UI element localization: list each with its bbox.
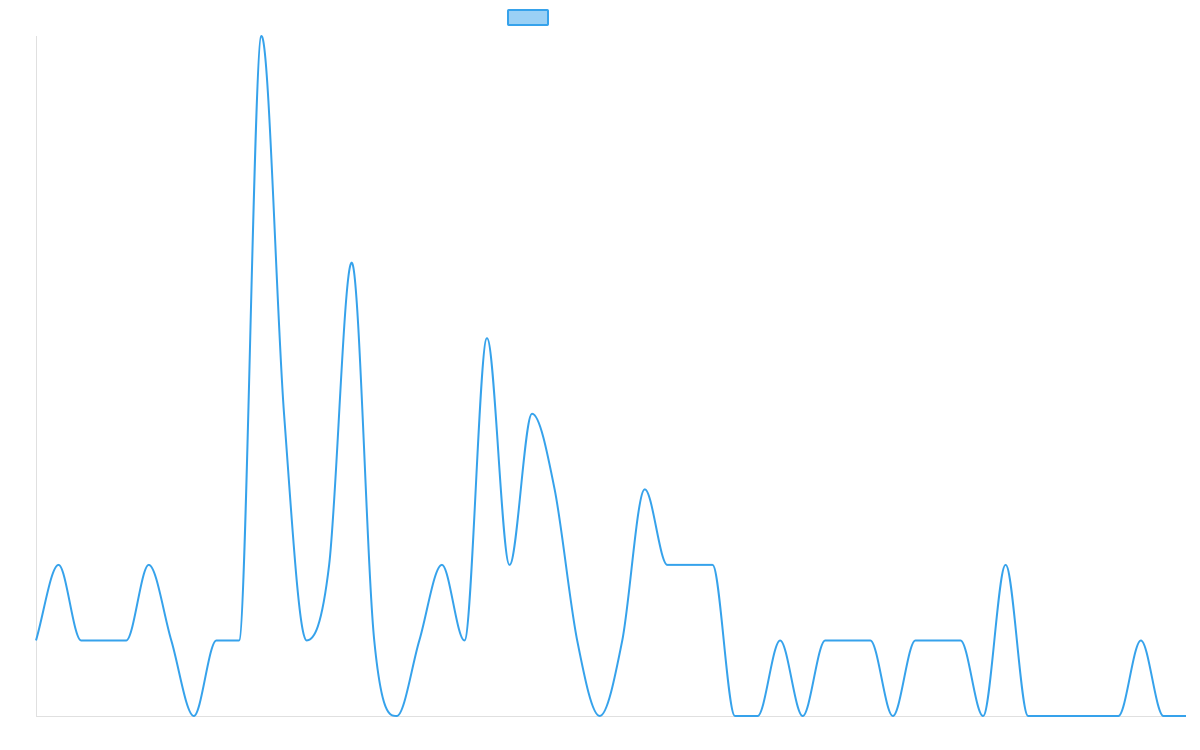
data-points xyxy=(33,33,1189,719)
data-point-2[interactable] xyxy=(78,637,84,643)
data-point-28[interactable] xyxy=(664,562,670,568)
data-point-32[interactable] xyxy=(755,713,761,719)
data-point-25[interactable] xyxy=(597,713,603,719)
data-point-40[interactable] xyxy=(935,637,941,643)
data-point-20[interactable] xyxy=(484,335,490,341)
data-point-47[interactable] xyxy=(1093,713,1099,719)
data-point-33[interactable] xyxy=(777,637,783,643)
data-point-8[interactable] xyxy=(213,637,219,643)
data-point-39[interactable] xyxy=(912,637,918,643)
data-point-21[interactable] xyxy=(507,562,513,568)
data-point-42[interactable] xyxy=(980,713,986,719)
data-point-17[interactable] xyxy=(416,637,422,643)
data-point-38[interactable] xyxy=(890,713,896,719)
data-point-50[interactable] xyxy=(1160,713,1166,719)
legend-swatch[interactable] xyxy=(507,9,549,26)
data-point-15[interactable] xyxy=(371,637,377,643)
data-point-4[interactable] xyxy=(123,637,129,643)
data-point-5[interactable] xyxy=(146,562,152,568)
data-point-3[interactable] xyxy=(101,637,107,643)
series-line xyxy=(35,35,1186,717)
data-point-30[interactable] xyxy=(709,562,715,568)
data-point-37[interactable] xyxy=(867,637,873,643)
data-point-43[interactable] xyxy=(1003,562,1009,568)
legend[interactable] xyxy=(507,9,549,26)
data-point-51[interactable] xyxy=(1183,713,1189,719)
data-point-35[interactable] xyxy=(822,637,828,643)
data-point-9[interactable] xyxy=(236,637,242,643)
data-point-10[interactable] xyxy=(258,33,264,39)
data-point-41[interactable] xyxy=(958,637,964,643)
data-point-27[interactable] xyxy=(642,486,648,492)
data-point-18[interactable] xyxy=(439,562,445,568)
data-point-12[interactable] xyxy=(304,637,310,643)
data-point-16[interactable] xyxy=(394,713,400,719)
data-point-22[interactable] xyxy=(529,411,535,417)
data-point-23[interactable] xyxy=(552,486,558,492)
data-point-24[interactable] xyxy=(574,637,580,643)
data-point-46[interactable] xyxy=(1070,713,1076,719)
data-point-29[interactable] xyxy=(687,562,693,568)
data-point-31[interactable] xyxy=(732,713,738,719)
data-point-49[interactable] xyxy=(1138,637,1144,643)
data-point-48[interactable] xyxy=(1115,713,1121,719)
data-point-7[interactable] xyxy=(191,713,197,719)
data-point-6[interactable] xyxy=(168,637,174,643)
data-point-45[interactable] xyxy=(1048,713,1054,719)
data-point-11[interactable] xyxy=(281,411,287,417)
data-point-1[interactable] xyxy=(56,562,62,568)
data-point-19[interactable] xyxy=(461,637,467,643)
data-point-14[interactable] xyxy=(349,260,355,266)
data-point-0[interactable] xyxy=(33,637,39,643)
data-point-13[interactable] xyxy=(326,562,332,568)
data-point-44[interactable] xyxy=(1025,713,1031,719)
data-point-36[interactable] xyxy=(845,637,851,643)
data-point-34[interactable] xyxy=(800,713,806,719)
data-point-26[interactable] xyxy=(619,637,625,643)
